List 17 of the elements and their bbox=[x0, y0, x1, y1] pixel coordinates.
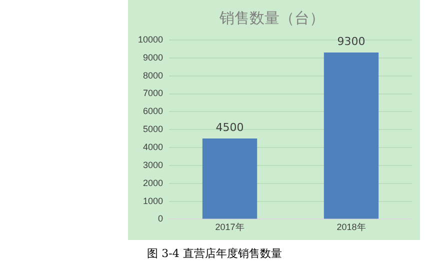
data-label: 4500 bbox=[216, 120, 244, 134]
y-tick-label: 6000 bbox=[142, 106, 164, 116]
y-tick-label: 9000 bbox=[142, 52, 164, 62]
y-tick-label: 5000 bbox=[142, 124, 164, 134]
data-label: 9300 bbox=[337, 34, 366, 48]
y-tick-label: 1000 bbox=[142, 196, 164, 206]
y-tick-label: 7000 bbox=[142, 88, 164, 98]
x-tick-label: 2018年 bbox=[336, 222, 366, 232]
y-tick-label: 4000 bbox=[142, 142, 164, 152]
x-tick-label: 2017年 bbox=[215, 222, 244, 232]
caption: 图 3-4 直营店年度销售数量 bbox=[146, 246, 283, 261]
y-tick-label: 3000 bbox=[142, 160, 164, 170]
y-tick-label: 10000 bbox=[138, 34, 164, 44]
y-tick-label: 0 bbox=[158, 214, 164, 224]
y-tick-label: 8000 bbox=[142, 70, 164, 80]
chart-title: 销售数量（台） bbox=[218, 8, 324, 27]
y-tick-label: 2000 bbox=[142, 178, 164, 188]
